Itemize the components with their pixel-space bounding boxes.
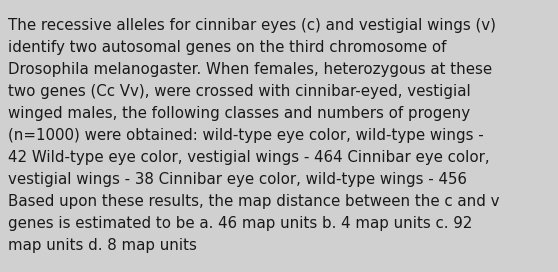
Text: The recessive alleles for cinnibar eyes (c) and vestigial wings (v): The recessive alleles for cinnibar eyes … [8,18,496,33]
Text: two genes (Cc Vv), were crossed with cinnibar-eyed, vestigial: two genes (Cc Vv), were crossed with cin… [8,84,471,99]
Text: (n=1000) were obtained: wild-type eye color, wild-type wings -: (n=1000) were obtained: wild-type eye co… [8,128,484,143]
Text: 42 Wild-type eye color, vestigial wings - 464 Cinnibar eye color,: 42 Wild-type eye color, vestigial wings … [8,150,489,165]
Text: vestigial wings - 38 Cinnibar eye color, wild-type wings - 456: vestigial wings - 38 Cinnibar eye color,… [8,172,467,187]
Text: Based upon these results, the map distance between the c and v: Based upon these results, the map distan… [8,194,499,209]
Text: winged males, the following classes and numbers of progeny: winged males, the following classes and … [8,106,470,121]
Text: map units d. 8 map units: map units d. 8 map units [8,238,197,253]
Text: identify two autosomal genes on the third chromosome of: identify two autosomal genes on the thir… [8,40,446,55]
Text: genes is estimated to be a. 46 map units b. 4 map units c. 92: genes is estimated to be a. 46 map units… [8,216,473,231]
Text: Drosophila melanogaster. When females, heterozygous at these: Drosophila melanogaster. When females, h… [8,62,492,77]
